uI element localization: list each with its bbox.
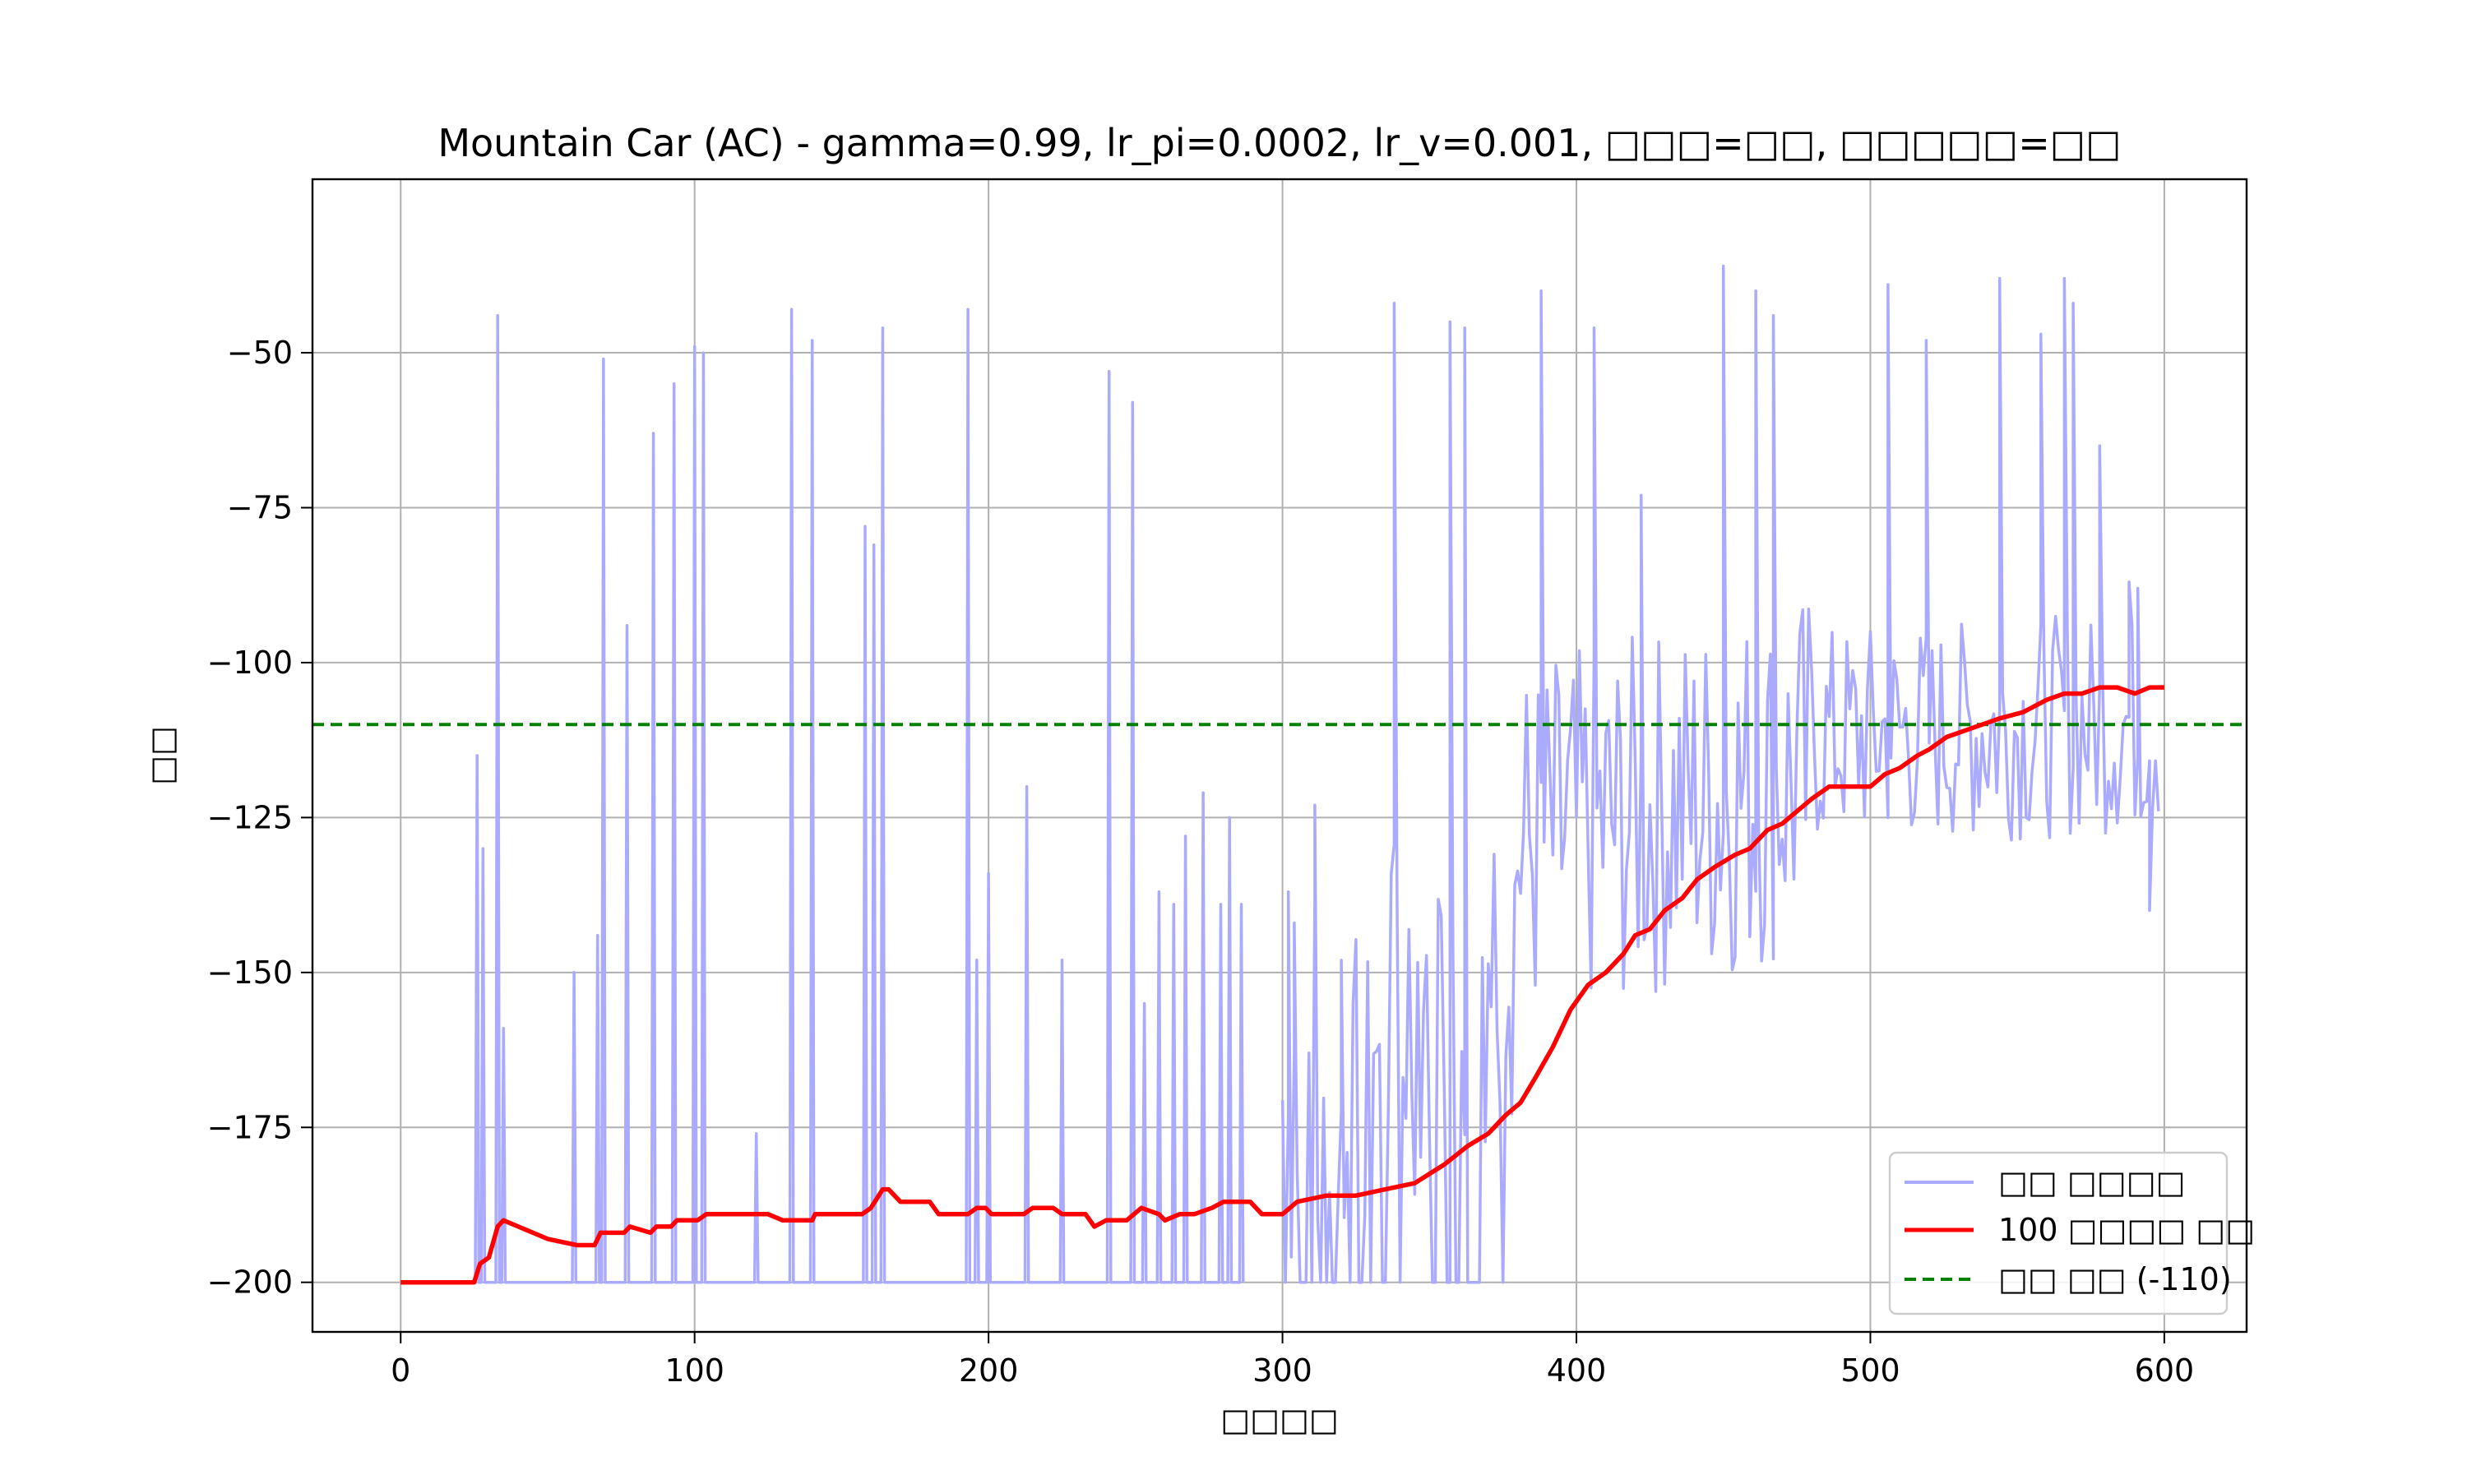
x-tick-label: 300 <box>1252 1352 1312 1389</box>
y-tick-label: −125 <box>207 799 293 835</box>
y-tick-label: −75 <box>227 489 293 525</box>
moving-average-line <box>400 685 2164 1285</box>
x-axis-label: □□□□ <box>1220 1402 1339 1438</box>
moving-average-series <box>400 685 2164 1285</box>
y-tick-label: −100 <box>207 645 293 681</box>
y-axis-label: □□ <box>144 726 180 785</box>
x-tick-label: 200 <box>959 1352 1019 1389</box>
y-tick-label: −50 <box>227 335 293 371</box>
raw-series <box>400 264 2160 1284</box>
x-tick-label: 500 <box>1840 1352 1900 1389</box>
legend-label-target: □□ □□ (-110) <box>1998 1261 2232 1297</box>
y-tick-label: −200 <box>207 1264 293 1301</box>
raw-series-line-early <box>400 307 1245 1284</box>
x-tick-label: 0 <box>391 1352 410 1389</box>
chart-title: Mountain Car (AC) - gamma=0.99, lr_pi=0.… <box>437 121 2121 165</box>
y-ticks: −200 −175 −150 −125 −100 −75 −50 <box>207 335 312 1301</box>
x-tick-label: 600 <box>2135 1352 2195 1389</box>
plot-frame <box>311 178 2248 1334</box>
legend-label-raw: □□ □□□□ <box>1998 1164 2186 1200</box>
legend-label-moving-average: 100 □□□□ □□ <box>1998 1212 2255 1248</box>
y-tick-label: −150 <box>207 955 293 991</box>
y-tick-label: −175 <box>207 1109 293 1145</box>
raw-series-line-late <box>1280 264 2160 1284</box>
x-tick-label: 400 <box>1547 1352 1607 1389</box>
x-ticks: 0 100 200 300 400 500 600 <box>391 1332 2194 1389</box>
legend: □□ □□□□ 100 □□□□ □□ □□ □□ (-110) <box>1888 1151 2255 1315</box>
legend-frame <box>1888 1151 2229 1315</box>
x-tick-label: 100 <box>664 1352 724 1389</box>
